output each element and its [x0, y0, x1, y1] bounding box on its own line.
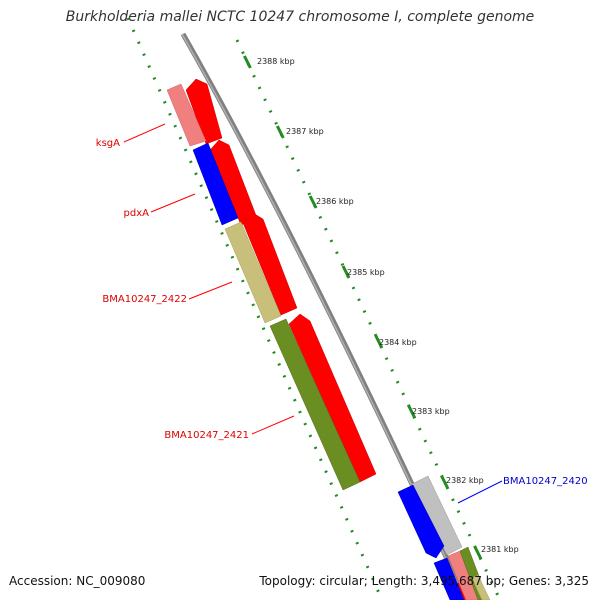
- tick-labels: 2388 kbp 2387 kbp 2386 kbp 2385 kbp 2384…: [257, 57, 519, 554]
- tick-label-2383: 2383 kbp: [412, 407, 450, 416]
- gene-label-BMA10247_2421[interactable]: BMA10247_2421: [164, 430, 249, 441]
- tick-marks: [243, 55, 482, 559]
- tick-label-2386: 2386 kbp: [316, 197, 354, 206]
- tick-mark: [308, 195, 318, 209]
- gene-box-khaki[interactable]: [471, 574, 491, 600]
- tick-label-2387: 2387 kbp: [286, 127, 324, 136]
- tick-mark: [243, 55, 252, 69]
- tick-label-2384: 2384 kbp: [379, 338, 417, 347]
- connector-BMA10247_2421: [251, 415, 295, 435]
- gene-track-lower: [397, 475, 491, 600]
- tick-label-2388: 2388 kbp: [257, 57, 295, 66]
- gene-label-BMA10247_2422[interactable]: BMA10247_2422: [102, 294, 187, 305]
- map-title: Burkholderia mallei NCTC 10247 chromosom…: [65, 9, 535, 25]
- connector-BMA10247_2420: [457, 480, 503, 504]
- gene-label-pdxA[interactable]: pdxA: [124, 208, 150, 219]
- tick-label-2381: 2381 kbp: [481, 545, 519, 554]
- tick-mark: [473, 545, 482, 559]
- label-connectors: [123, 123, 503, 504]
- tick-track-inner: [126, 17, 384, 600]
- tick-label-2385: 2385 kbp: [347, 268, 385, 277]
- gene-arrow-red[interactable]: [242, 212, 298, 316]
- gene-box-BMA10247_2421[interactable]: [269, 318, 361, 491]
- tick-track-outer: [235, 39, 502, 600]
- gene-label-BMA10247_2420[interactable]: BMA10247_2420: [503, 476, 588, 487]
- tick-mark: [407, 405, 417, 419]
- gene-box-blue[interactable]: [433, 557, 465, 600]
- topology-text: Topology: circular; Length: 3,495,687 bp…: [259, 574, 589, 588]
- accession-text: Accession: NC_009080: [9, 574, 146, 588]
- gene-box-BMA10247_2422[interactable]: [224, 221, 282, 324]
- gene-arrow-blue[interactable]: [397, 484, 445, 559]
- tick-mark: [275, 125, 285, 139]
- gene-track-inner: [166, 83, 361, 491]
- connector-ksgA: [123, 123, 166, 143]
- tick-mark: [440, 475, 449, 489]
- gene-box-ksgA[interactable]: [166, 83, 207, 147]
- tick-label-2382: 2382 kbp: [446, 476, 484, 485]
- gene-labels: ksgA pdxA BMA10247_2422 BMA10247_2421 BM…: [96, 138, 588, 487]
- gene-box-pink[interactable]: [447, 550, 479, 600]
- gene-label-ksgA[interactable]: ksgA: [96, 138, 120, 149]
- tick-mark: [341, 265, 351, 279]
- connector-pdxA: [150, 193, 196, 213]
- gene-box-pdxA[interactable]: [192, 142, 239, 226]
- connector-BMA10247_2422: [188, 281, 233, 300]
- tick-mark: [374, 335, 384, 349]
